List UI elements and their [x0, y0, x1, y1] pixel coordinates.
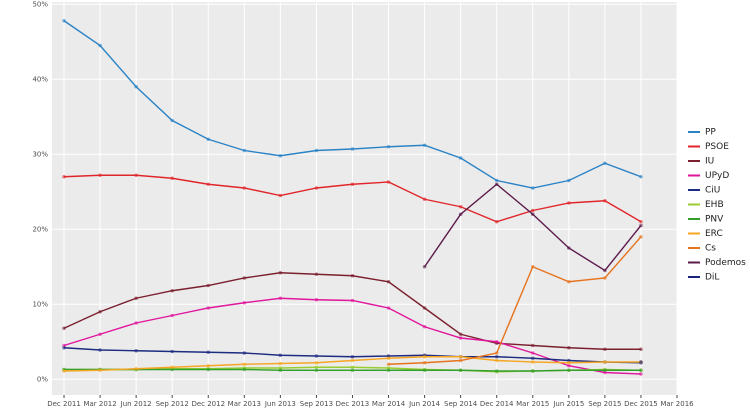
- legend-label: PSOE: [705, 142, 729, 152]
- legend-label: ERC: [705, 229, 723, 239]
- x-tick-label: Jun 2015: [552, 400, 584, 408]
- y-tick-label: 10%: [32, 300, 48, 308]
- x-tick-label: Dec 2015: [624, 400, 658, 408]
- x-tick-label: Mar 2016: [660, 400, 694, 408]
- x-tick-label: Sep 2013: [300, 400, 333, 408]
- x-tick-label: Mar 2015: [516, 400, 549, 408]
- x-tick-label: Mar 2014: [372, 400, 406, 408]
- plot-panel: [52, 2, 677, 395]
- x-tick-label: Sep 2015: [588, 400, 621, 408]
- legend-label: PNV: [705, 215, 724, 225]
- legend-label: DiL: [705, 273, 719, 283]
- series-line: [424, 183, 642, 272]
- x-tick-label: Jun 2012: [120, 400, 152, 408]
- series-line: [388, 236, 642, 365]
- legend-label: Podemos: [705, 258, 746, 268]
- x-tick-label: Jun 2013: [264, 400, 296, 408]
- series-line: [64, 368, 641, 372]
- x-tick-label: Mar 2013: [228, 400, 261, 408]
- series-line: [63, 174, 642, 223]
- legend-label: IU: [705, 157, 714, 167]
- y-tick-label: 40%: [32, 75, 48, 83]
- x-tick-label: Dec 2014: [480, 400, 514, 408]
- series-line: [64, 356, 641, 372]
- x-tick-label: Dec 2013: [336, 400, 370, 408]
- y-tick-label: 0%: [37, 375, 48, 383]
- x-tick-label: Dec 2011: [47, 400, 81, 408]
- series-line: [63, 297, 641, 375]
- x-tick-label: Jun 2014: [408, 400, 441, 408]
- x-tick-label: Sep 2014: [444, 400, 478, 408]
- series-line: [63, 347, 641, 364]
- legend-label: PP: [705, 128, 716, 138]
- point: [62, 174, 66, 179]
- y-tick-label: 30%: [32, 150, 48, 158]
- series-line: [63, 272, 641, 350]
- legend-label: UPyD: [705, 171, 729, 181]
- legend-label: CiU: [705, 186, 720, 196]
- x-tick-label: Sep 2012: [156, 400, 189, 408]
- x-tick-label: Dec 2012: [191, 400, 225, 408]
- series-line: [63, 20, 642, 189]
- y-tick-label: 20%: [32, 225, 48, 233]
- point: [639, 360, 643, 364]
- y-tick-label: 50%: [32, 0, 48, 8]
- legend-label: Cs: [705, 244, 716, 254]
- legend-label: EHB: [705, 200, 724, 210]
- x-tick-label: Mar 2012: [83, 400, 116, 408]
